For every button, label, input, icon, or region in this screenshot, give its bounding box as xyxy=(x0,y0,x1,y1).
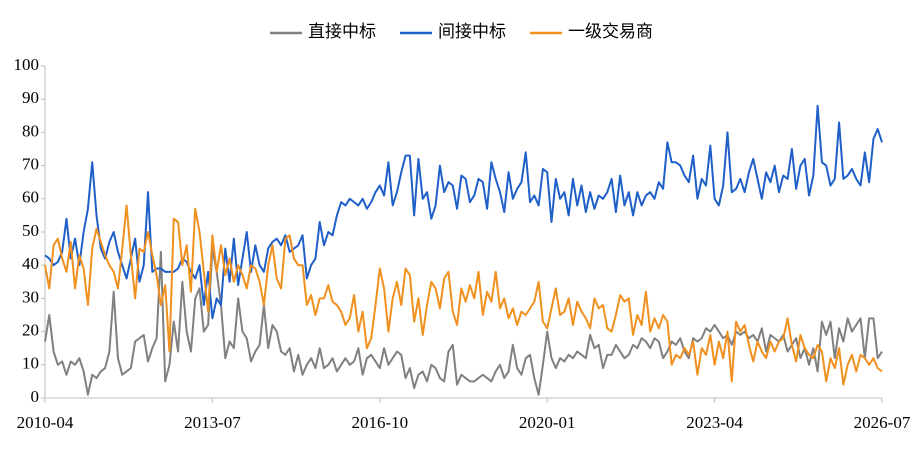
line-series xyxy=(44,104,883,320)
x-tick-label: 2010-04 xyxy=(17,413,74,432)
y-tick-label: 100 xyxy=(14,55,40,74)
y-tick-label: 60 xyxy=(22,188,39,207)
x-tick-label: 2020-01 xyxy=(519,413,576,432)
x-tick-label: 2016-10 xyxy=(351,413,408,432)
legend-label: 一级交易商 xyxy=(568,22,653,41)
y-tick-label: 80 xyxy=(22,121,39,140)
y-tick-label: 20 xyxy=(22,321,39,340)
line-series xyxy=(44,247,883,396)
x-tick-label: 2013-07 xyxy=(184,413,241,432)
legend: 直接中标 间接中标 一级交易商 xyxy=(270,22,653,41)
x-tick-label: 2023-04 xyxy=(686,413,743,432)
legend-label: 间接中标 xyxy=(438,22,506,41)
y-tick-label: 0 xyxy=(31,387,40,406)
y-tick-label: 40 xyxy=(22,254,39,273)
legend-label: 直接中标 xyxy=(308,22,376,41)
y-tick-label: 10 xyxy=(22,354,39,373)
y-tick-label: 50 xyxy=(22,221,39,240)
y-tick-label: 30 xyxy=(22,287,39,306)
y-tick-label: 70 xyxy=(22,155,39,174)
y-tick-label: 90 xyxy=(22,88,39,107)
x-tick-label: 2026-07 xyxy=(854,413,911,432)
line-series xyxy=(44,204,883,386)
